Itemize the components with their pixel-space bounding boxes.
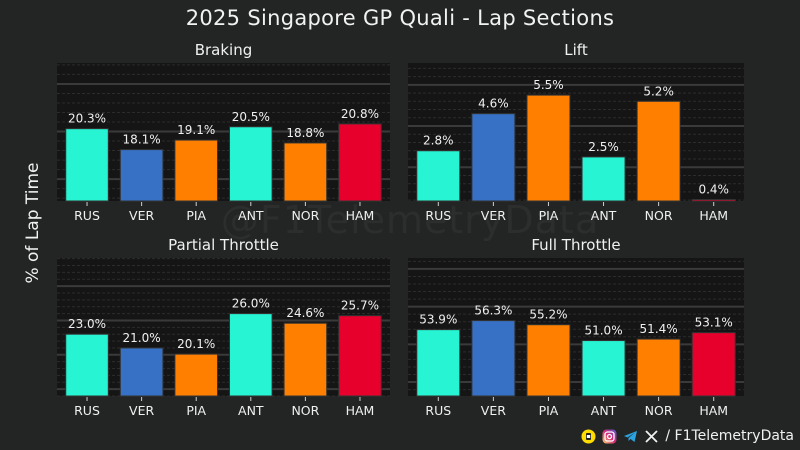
chart-title: 2025 Singapore GP Quali - Lap Sections bbox=[185, 6, 615, 30]
bar-nor bbox=[283, 322, 328, 397]
bar-value-label: 18.8% bbox=[286, 126, 324, 140]
bar-value-label: 20.5% bbox=[232, 110, 270, 124]
bar-pia bbox=[174, 139, 218, 202]
bar-ant bbox=[581, 156, 626, 202]
panel-title: Lift bbox=[564, 41, 588, 59]
bar-ant bbox=[229, 126, 273, 202]
x-tick-label: VER bbox=[481, 403, 506, 418]
x-tick-label: NOR bbox=[291, 403, 319, 418]
x-tick-label: NOR bbox=[645, 403, 673, 418]
footer-social: / F1TelemetryData bbox=[581, 427, 794, 445]
x-tick-label: RUS bbox=[74, 403, 100, 418]
telegram-icon[interactable] bbox=[623, 429, 638, 444]
x-tick-label: ANT bbox=[591, 403, 617, 418]
bar-rus bbox=[416, 150, 461, 202]
x-tick-label: HAM bbox=[699, 403, 728, 418]
bar-ver bbox=[119, 149, 164, 202]
bar-value-label: 20.1% bbox=[177, 337, 215, 351]
x-tick-label: PIA bbox=[186, 208, 206, 223]
bar-ant bbox=[229, 313, 273, 397]
bar-value-label: 5.5% bbox=[533, 78, 564, 92]
bar-value-label: 53.1% bbox=[695, 316, 733, 330]
x-tick-label: NOR bbox=[645, 208, 673, 223]
x-tick-label: PIA bbox=[186, 403, 206, 418]
x-tick-label: VER bbox=[129, 403, 154, 418]
bar-pia bbox=[526, 94, 571, 202]
bar-nor bbox=[283, 142, 328, 202]
bar-value-label: 19.1% bbox=[177, 123, 215, 137]
bar-value-label: 56.3% bbox=[474, 304, 512, 318]
x-tick-label: VER bbox=[481, 208, 506, 223]
x-tick-label: VER bbox=[129, 208, 154, 223]
x-tick-label: HAM bbox=[346, 403, 375, 418]
x-tick-label: ANT bbox=[238, 208, 264, 223]
bar-value-label: 20.8% bbox=[341, 107, 379, 121]
bar-ant bbox=[581, 340, 626, 397]
bar-value-label: 2.5% bbox=[588, 140, 619, 154]
x-tick-label: ANT bbox=[238, 403, 264, 418]
x-tick-label: ANT bbox=[591, 208, 617, 223]
x-tick-label: HAM bbox=[699, 208, 728, 223]
bar-nor bbox=[636, 100, 681, 202]
plot-area bbox=[408, 63, 744, 201]
x-tick-label: NOR bbox=[291, 208, 319, 223]
bar-value-label: 0.4% bbox=[698, 183, 729, 197]
x-icon[interactable] bbox=[644, 429, 659, 444]
bar-ham bbox=[338, 123, 382, 202]
bar-rus bbox=[65, 333, 109, 397]
bar-ver bbox=[471, 320, 516, 397]
bar-pia bbox=[174, 353, 218, 397]
bar-rus bbox=[65, 128, 109, 202]
bar-value-label: 24.6% bbox=[286, 306, 324, 320]
bar-value-label: 25.7% bbox=[341, 299, 379, 313]
plot-area bbox=[408, 258, 744, 396]
watermark: @F1TelemetryData bbox=[160, 198, 660, 242]
bar-ham bbox=[691, 199, 736, 202]
bar-ham bbox=[338, 315, 382, 397]
x-tick-label: RUS bbox=[425, 403, 451, 418]
bar-ver bbox=[471, 113, 516, 202]
bar-value-label: 21.0% bbox=[123, 331, 161, 345]
bar-ver bbox=[119, 347, 164, 397]
bar-value-label: 5.2% bbox=[643, 84, 674, 98]
bar-rus bbox=[416, 329, 461, 397]
bar-value-label: 53.9% bbox=[419, 313, 457, 327]
bar-pia bbox=[526, 324, 571, 397]
bar-value-label: 51.0% bbox=[584, 324, 622, 338]
x-tick-label: PIA bbox=[539, 403, 559, 418]
panel-title: Full Throttle bbox=[531, 236, 620, 254]
bar-value-label: 51.4% bbox=[640, 322, 678, 336]
panel-title: Partial Throttle bbox=[168, 236, 279, 254]
x-tick-label: RUS bbox=[74, 208, 100, 223]
bar-value-label: 23.0% bbox=[68, 317, 106, 331]
x-tick-label: PIA bbox=[539, 208, 559, 223]
bar-value-label: 55.2% bbox=[529, 308, 567, 322]
bar-nor bbox=[636, 338, 681, 397]
instagram-icon[interactable] bbox=[602, 429, 617, 444]
x-tick-label: RUS bbox=[425, 208, 451, 223]
bar-value-label: 26.0% bbox=[232, 297, 270, 311]
bar-value-label: 20.3% bbox=[68, 112, 106, 126]
bar-value-label: 18.1% bbox=[123, 133, 161, 147]
panel-title: Braking bbox=[195, 41, 253, 59]
x-tick-label: HAM bbox=[346, 208, 375, 223]
footer-handle[interactable]: / F1TelemetryData bbox=[665, 428, 794, 444]
bar-value-label: 4.6% bbox=[478, 97, 509, 111]
buymeacoffee-icon[interactable] bbox=[581, 429, 596, 444]
bar-ham bbox=[691, 332, 736, 397]
bar-value-label: 2.8% bbox=[423, 134, 454, 148]
